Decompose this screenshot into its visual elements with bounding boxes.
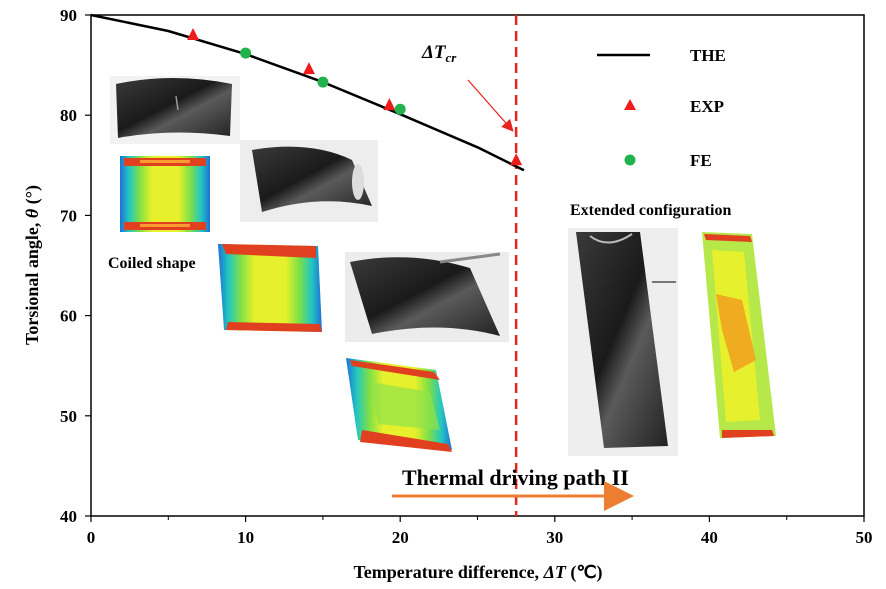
x-tick-label: 10 — [237, 528, 254, 547]
y-tick-label: 90 — [60, 6, 77, 25]
dtcr-label: ΔTcr — [421, 42, 457, 65]
y-axis-title: Torsional angle, θ (°) — [22, 185, 43, 345]
extended-photo — [568, 228, 678, 456]
dtcr-sub: cr — [446, 50, 458, 65]
legend-the-label: THE — [690, 46, 726, 65]
y-tick-label: 70 — [60, 206, 77, 225]
thermal-path-label: Thermal driving path II — [402, 465, 629, 490]
dtcr-arrow — [467, 79, 514, 132]
coiled-shape-label: Coiled shape — [108, 255, 196, 272]
coiled-fe-1 — [120, 156, 210, 232]
y-axis-title-text: Torsional angle, — [22, 218, 42, 345]
exp-point — [187, 28, 200, 41]
exp-point — [510, 153, 523, 166]
fe-point — [394, 103, 406, 115]
inset-illustrations — [110, 76, 776, 456]
coiled-fe-2 — [218, 244, 322, 332]
y-axis-title-unit: (°) — [22, 185, 43, 209]
coiled-fe-3 — [346, 358, 452, 452]
fe-point — [317, 76, 329, 88]
coiled-photo-1 — [110, 76, 240, 144]
legend-fe-marker — [624, 154, 636, 166]
extended-fe — [702, 232, 776, 438]
extended-configuration-label: Extended configuration — [570, 202, 731, 219]
x-tick-label: 0 — [87, 528, 96, 547]
legend: THE EXP FE — [597, 46, 726, 170]
legend-exp-label: EXP — [690, 97, 724, 116]
x-tick-label: 40 — [701, 528, 718, 547]
series-layer — [90, 13, 525, 172]
legend-fe-label: FE — [690, 151, 712, 170]
y-tick-label: 40 — [60, 507, 77, 526]
y-tick-label: 80 — [60, 106, 77, 125]
axes-ticks: 0 10 20 30 40 50 40 50 60 70 80 90 — [60, 6, 873, 547]
coiled-photo-3 — [345, 252, 509, 342]
x-axis-title: Temperature difference, ΔT (℃) — [353, 562, 602, 583]
dtcr-main: ΔT — [421, 42, 447, 63]
y-tick-label: 60 — [60, 307, 77, 326]
x-tick-label: 30 — [546, 528, 563, 547]
exp-point — [302, 62, 315, 75]
x-tick-label: 20 — [392, 528, 409, 547]
coiled-photo-2 — [240, 140, 378, 222]
exp-point — [383, 98, 396, 111]
x-axis-title-unit: (℃) — [566, 562, 603, 583]
x-axis-title-var: ΔT — [543, 562, 567, 582]
y-tick-label: 50 — [60, 407, 77, 426]
x-tick-label: 50 — [856, 528, 873, 547]
legend-exp-marker — [624, 99, 636, 110]
y-axis-title-var: θ — [22, 208, 42, 218]
x-axis-title-text: Temperature difference, — [353, 562, 543, 582]
fe-point — [240, 47, 252, 59]
